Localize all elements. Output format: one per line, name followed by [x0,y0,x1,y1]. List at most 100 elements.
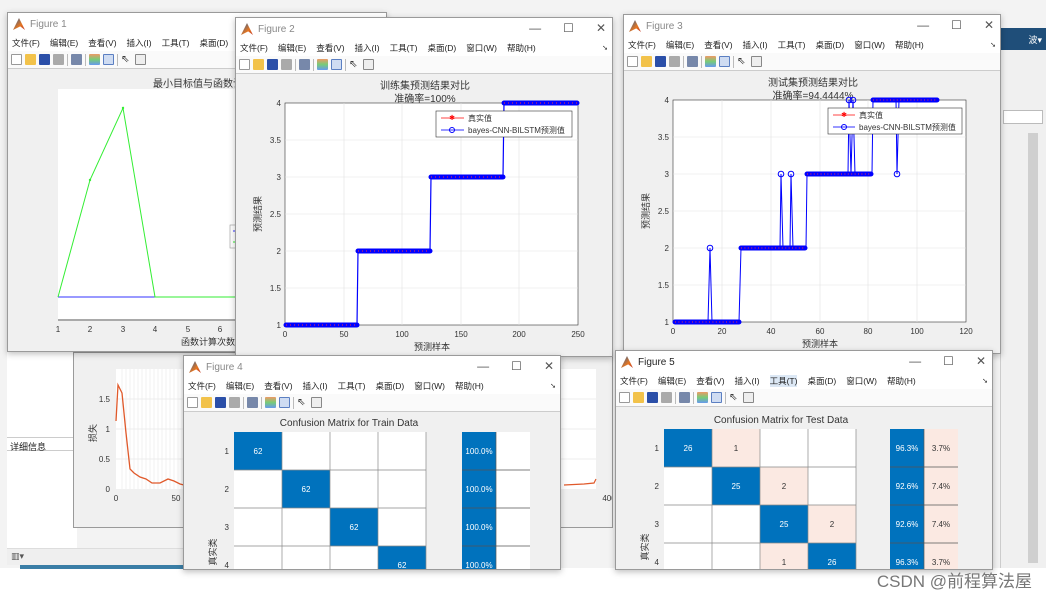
legend-icon[interactable] [103,54,114,65]
open-folder-icon[interactable] [25,54,36,65]
figure-3-window[interactable]: Figure 3 — ☐ ✕ 文件(F) 编辑(E) 查看(V) 插入(I) 工具(… [623,14,1001,354]
save-icon[interactable] [267,59,278,70]
dock-arrow-icon[interactable]: ➘ [550,383,556,390]
menu-window[interactable]: 窗口(W) [466,43,497,53]
close-button[interactable]: ✕ [595,21,606,35]
property-editor-icon[interactable] [135,54,146,65]
dock-arrow-icon[interactable]: ➘ [982,378,988,385]
print-icon[interactable] [669,56,680,67]
menu-file[interactable]: 文件(F) [240,43,268,53]
figure-2-window[interactable]: Figure 2 — ☐ ✕ 文件(F) 编辑(E) 查看(V) 插入(I) 工具(… [235,17,613,357]
menu-insert[interactable]: 插入(I) [126,38,152,48]
menu-desktop[interactable]: 桌面(D) [427,43,457,53]
link-plot-icon[interactable] [247,397,258,408]
title-bar[interactable]: Figure 4 — ☐ ✕ [184,356,560,378]
menu-file[interactable]: 文件(F) [628,40,656,50]
menu-file[interactable]: 文件(F) [12,38,40,48]
colorbar-icon[interactable] [697,392,708,403]
open-folder-icon[interactable] [633,392,644,403]
figure-4-window[interactable]: Figure 4 — ☐ ✕ 文件(F) 编辑(E) 查看(V) 插入(I) 工具(… [183,355,561,570]
property-editor-icon[interactable] [311,397,322,408]
link-plot-icon[interactable] [679,392,690,403]
user-badge[interactable]: 波▾ [1001,28,1046,50]
menu-view[interactable]: 查看(V) [316,43,345,53]
save-icon[interactable] [215,397,226,408]
new-figure-icon[interactable] [11,54,22,65]
legend-icon[interactable] [331,59,342,70]
menu-tools[interactable]: 工具(T) [769,375,798,387]
title-bar[interactable]: Figure 3 — ☐ ✕ [624,15,1000,37]
title-bar[interactable]: Figure 2 — ☐ ✕ [236,18,612,40]
new-figure-icon[interactable] [239,59,250,70]
print-icon[interactable] [661,392,672,403]
legend-icon[interactable] [711,392,722,403]
menu-window[interactable]: 窗口(W) [854,40,885,50]
menu-help[interactable]: 帮助(H) [454,381,484,391]
menu-view[interactable]: 查看(V) [88,38,117,48]
save-icon[interactable] [655,56,666,67]
menu-view[interactable]: 查看(V) [704,40,733,50]
pointer-icon[interactable]: ⇖ [297,397,306,408]
print-icon[interactable] [229,397,240,408]
close-button[interactable]: ✕ [543,359,554,373]
menu-tools[interactable]: 工具(T) [337,381,366,391]
minimize-button[interactable]: — [909,354,922,368]
maximize-button[interactable]: ☐ [951,18,962,32]
maximize-button[interactable]: ☐ [943,354,954,368]
scrollbar[interactable] [1028,133,1038,563]
menu-edit[interactable]: 编辑(E) [225,381,255,391]
close-button[interactable]: ✕ [975,354,986,368]
property-editor-icon[interactable] [751,56,762,67]
minimize-button[interactable]: — [477,359,490,373]
pointer-icon[interactable]: ⇖ [121,54,130,65]
menu-file[interactable]: 文件(F) [620,376,648,386]
menu-tools[interactable]: 工具(T) [777,40,806,50]
pointer-icon[interactable]: ⇖ [729,392,738,403]
colorbar-icon[interactable] [317,59,328,70]
menu-desktop[interactable]: 桌面(D) [199,38,229,48]
new-figure-icon[interactable] [187,397,198,408]
minimize-button[interactable]: — [529,21,542,35]
menu-tools[interactable]: 工具(T) [161,38,190,48]
menu-view[interactable]: 查看(V) [696,376,725,386]
menu-help[interactable]: 帮助(H) [894,40,924,50]
maximize-button[interactable]: ☐ [511,359,522,373]
property-editor-icon[interactable] [743,392,754,403]
print-icon[interactable] [53,54,64,65]
print-icon[interactable] [281,59,292,70]
open-folder-icon[interactable] [641,56,652,67]
pointer-icon[interactable]: ⇖ [737,56,746,67]
save-icon[interactable] [39,54,50,65]
menu-insert[interactable]: 插入(I) [354,43,380,53]
menu-file[interactable]: 文件(F) [188,381,216,391]
menu-help[interactable]: 帮助(H) [506,43,536,53]
menu-view[interactable]: 查看(V) [264,381,293,391]
link-plot-icon[interactable] [299,59,310,70]
legend-icon[interactable] [719,56,730,67]
title-bar[interactable]: Figure 5 — ☐ ✕ [616,351,992,373]
save-icon[interactable] [647,392,658,403]
new-figure-icon[interactable] [627,56,638,67]
open-folder-icon[interactable] [201,397,212,408]
menu-edit[interactable]: 编辑(E) [657,376,687,386]
open-folder-icon[interactable] [253,59,264,70]
legend-icon[interactable] [279,397,290,408]
colorbar-icon[interactable] [89,54,100,65]
minimize-button[interactable]: — [917,18,930,32]
menu-tools[interactable]: 工具(T) [389,43,418,53]
menu-insert[interactable]: 插入(I) [742,40,768,50]
pointer-icon[interactable]: ⇖ [349,59,358,70]
menu-desktop[interactable]: 桌面(D) [807,376,837,386]
new-figure-icon[interactable] [619,392,630,403]
menu-window[interactable]: 窗口(W) [846,376,877,386]
dock-arrow-icon[interactable]: ➘ [990,42,996,49]
figure-5-window[interactable]: Figure 5 — ☐ ✕ 文件(F) 编辑(E) 查看(V) 插入(I) 工具(… [615,350,993,570]
link-plot-icon[interactable] [687,56,698,67]
property-editor-icon[interactable] [363,59,374,70]
menu-edit[interactable]: 编辑(E) [277,43,307,53]
menu-edit[interactable]: 编辑(E) [49,38,79,48]
menu-edit[interactable]: 编辑(E) [665,40,695,50]
menu-desktop[interactable]: 桌面(D) [375,381,405,391]
colorbar-icon[interactable] [705,56,716,67]
menu-window[interactable]: 窗口(W) [414,381,445,391]
